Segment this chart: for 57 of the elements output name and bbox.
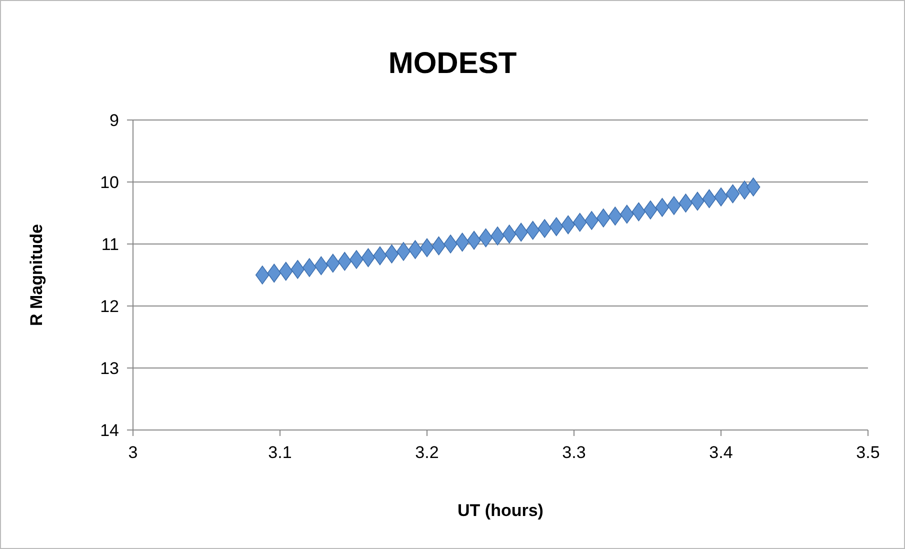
y-tick-label: 9 bbox=[110, 110, 119, 130]
point bbox=[290, 260, 305, 279]
point bbox=[361, 248, 376, 268]
point bbox=[655, 198, 670, 217]
y-tick-label: 12 bbox=[100, 296, 119, 316]
x-tick-label: 3.4 bbox=[709, 443, 733, 462]
point bbox=[350, 250, 364, 269]
point bbox=[326, 254, 340, 273]
point bbox=[490, 226, 504, 246]
point bbox=[608, 206, 622, 226]
point bbox=[538, 219, 552, 238]
point bbox=[514, 222, 528, 242]
x-tick-label: 3.2 bbox=[415, 443, 439, 462]
point bbox=[502, 224, 516, 244]
point bbox=[478, 228, 493, 248]
point bbox=[338, 252, 352, 271]
point bbox=[467, 230, 481, 250]
point bbox=[526, 220, 540, 240]
point bbox=[444, 234, 458, 254]
point bbox=[267, 264, 282, 283]
point bbox=[455, 232, 470, 252]
point bbox=[690, 192, 704, 211]
point bbox=[726, 184, 740, 204]
point bbox=[632, 202, 646, 222]
point bbox=[373, 246, 387, 266]
point bbox=[596, 208, 610, 228]
point bbox=[667, 196, 681, 215]
point bbox=[620, 204, 634, 224]
point bbox=[746, 178, 760, 196]
y-tick-label: 10 bbox=[100, 172, 119, 192]
point bbox=[644, 200, 658, 220]
point bbox=[408, 240, 422, 259]
y-tick-label: 14 bbox=[100, 420, 119, 440]
point bbox=[572, 212, 587, 232]
y-tick-label: 11 bbox=[101, 234, 119, 254]
point bbox=[702, 189, 716, 208]
y-tick-label: 13 bbox=[100, 358, 119, 378]
point bbox=[314, 256, 328, 276]
chart-title: MODEST bbox=[388, 47, 517, 80]
point bbox=[420, 238, 434, 258]
x-tick-label: 3.3 bbox=[562, 443, 586, 462]
point bbox=[714, 187, 728, 206]
point bbox=[432, 236, 446, 256]
y-axis-title: R Magnitude bbox=[27, 224, 46, 326]
point bbox=[549, 217, 564, 236]
point bbox=[384, 244, 399, 264]
point bbox=[584, 211, 599, 230]
point bbox=[396, 242, 410, 261]
x-tick-label: 3 bbox=[128, 443, 138, 462]
x-tick-label: 3.1 bbox=[268, 443, 292, 462]
point bbox=[255, 266, 270, 284]
point bbox=[302, 258, 316, 277]
x-axis-title: UT (hours) bbox=[458, 501, 544, 520]
point bbox=[278, 262, 293, 281]
point bbox=[678, 194, 693, 212]
point bbox=[561, 215, 576, 234]
x-tick-label: 3.5 bbox=[856, 443, 880, 462]
